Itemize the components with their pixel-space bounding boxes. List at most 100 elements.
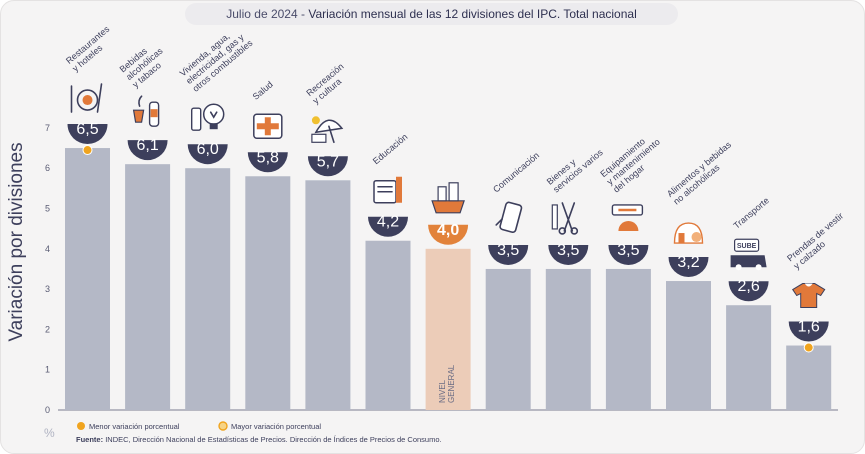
bar — [305, 180, 351, 410]
value-badge: 3,5 — [488, 242, 529, 265]
legend: Menor variación porcentual Mayor variació… — [77, 421, 321, 431]
badge-shape — [668, 257, 709, 278]
category-icons: SUBE — [70, 83, 826, 309]
min-marker — [803, 342, 814, 353]
smartphone-icon — [495, 201, 523, 234]
y-tick-label: 1 — [45, 365, 50, 375]
y-tick-label: 7 — [45, 123, 50, 133]
badge-shape — [247, 152, 288, 173]
bar — [786, 345, 832, 410]
badge-shape — [187, 144, 228, 165]
badge-shape — [67, 124, 108, 145]
category-label: Transporte — [731, 195, 771, 230]
source-text: INDEC, Dirección Nacional de Estadística… — [105, 435, 442, 444]
value-badge: 6,5 — [67, 121, 108, 145]
y-tick-label: 2 — [45, 324, 50, 334]
data-label: 5,7 — [317, 153, 339, 170]
shopping-bag-icon — [431, 182, 465, 214]
badge-shape — [428, 224, 469, 245]
books-icon — [373, 176, 402, 204]
value-badge: 3,5 — [548, 242, 589, 265]
legend-min-swatch — [77, 422, 85, 430]
extreme-markers — [82, 145, 814, 353]
in-bar-label: NIVELGENERAL — [438, 364, 456, 403]
beach-umbrella-icon — [311, 116, 344, 144]
badge-shape — [608, 244, 649, 265]
badge-shape — [728, 281, 769, 302]
y-tick-label: 5 — [45, 204, 50, 214]
value-badge: 1,6 — [788, 319, 829, 342]
legend-max-swatch — [218, 421, 228, 431]
legend-min-label: Menor variación porcentual — [89, 422, 180, 431]
grocery-icon — [673, 222, 704, 244]
title-separator: - — [300, 7, 305, 21]
data-label: 6,0 — [197, 141, 219, 158]
utensils-icon — [70, 83, 103, 113]
data-label: 3,5 — [617, 242, 639, 259]
category-label: Restaurantesy hoteles — [64, 24, 118, 74]
category-label: Alimentos y bebidasno alcohólicas — [665, 139, 740, 206]
bar — [666, 281, 711, 410]
svg-text:SUBE: SUBE — [737, 243, 757, 250]
value-badge: 3,5 — [608, 242, 649, 265]
bar — [605, 268, 651, 410]
category-label: Equipamientoy mantenimientodel hogar — [598, 129, 668, 194]
badge-shape — [307, 156, 348, 177]
data-label: 6,5 — [76, 121, 98, 138]
sube-card-bus-icon: SUBE — [730, 238, 767, 271]
bar — [245, 176, 291, 410]
y-tick-label: 3 — [45, 284, 50, 294]
category-label: Bienes yservicios varios — [545, 139, 605, 194]
value-badge: 4,0 — [428, 222, 469, 245]
bar — [726, 305, 772, 410]
badge-shape — [788, 321, 829, 342]
y-tick-label: 4 — [45, 244, 50, 254]
data-label: 4,0 — [437, 222, 459, 239]
value-badge: 6,0 — [187, 141, 228, 165]
bar — [365, 240, 411, 410]
badge-shape — [548, 244, 589, 265]
value-badge: 5,7 — [307, 153, 348, 177]
y-axis-title: Variación por divisiones — [6, 142, 27, 341]
max-marker — [82, 145, 93, 156]
legend-max-label: Mayor variación porcentual — [231, 422, 321, 431]
badge-shape — [368, 216, 408, 237]
source-note: Fuente: INDEC, Dirección Nacional de Est… — [76, 435, 442, 444]
wine-bottle-icon — [132, 95, 160, 127]
bar — [185, 168, 231, 410]
bar — [545, 268, 591, 410]
house-bulb-icon — [190, 103, 225, 131]
title-date: Julio de 2024 — [226, 7, 298, 21]
value-badge: 3,2 — [668, 254, 709, 278]
data-label: 3,5 — [497, 242, 519, 259]
data-label: 4,2 — [377, 214, 399, 231]
tshirt-icon — [791, 283, 826, 309]
stove-icon — [611, 204, 644, 231]
data-label: 2,6 — [737, 278, 759, 295]
title-text: Variación mensual de las 12 divisiones d… — [308, 7, 637, 21]
category-label: Salud — [251, 79, 275, 101]
category-label: Bebidasalcohólicasy tabaco — [118, 38, 172, 90]
bar — [65, 148, 110, 411]
value-badge: 6,1 — [127, 137, 168, 161]
bar — [425, 248, 471, 410]
data-label: 5,8 — [257, 149, 279, 166]
value-badge: 5,8 — [247, 149, 288, 173]
data-label: 6,1 — [136, 137, 158, 154]
value-badge: 2,6 — [728, 278, 769, 302]
badge-shape — [127, 140, 168, 161]
data-label: 1,6 — [798, 319, 820, 336]
y-tick-label: 6 — [45, 163, 50, 173]
value-badges: 6,5 6,1 6,0 5,8 5,7 4,2 4,0 3,5 3,5 3,5 3,2 2,6 1,6 — [67, 121, 829, 342]
category-label: Comunicación — [491, 150, 541, 194]
y-tick-label: 0 — [45, 405, 50, 415]
chart-title: Julio de 2024 - Variación mensual de las… — [185, 3, 678, 25]
source-label: Fuente: — [76, 435, 104, 444]
category-label: Educación — [371, 132, 410, 167]
bars — [65, 148, 832, 411]
badge-shape — [488, 244, 529, 265]
category-label: Recreacióny cultura — [304, 61, 352, 106]
data-label: 3,5 — [557, 242, 579, 259]
data-label: 3,2 — [677, 254, 699, 271]
